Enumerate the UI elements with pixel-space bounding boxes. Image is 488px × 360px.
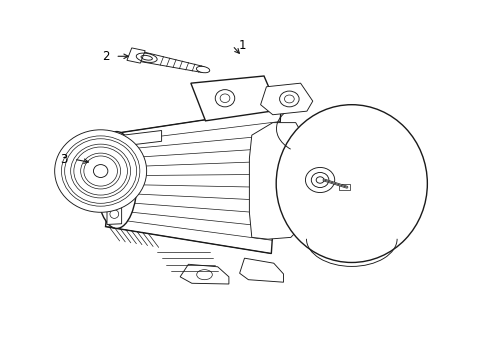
Ellipse shape (276, 105, 427, 262)
Polygon shape (260, 83, 312, 115)
Text: 1: 1 (238, 39, 245, 52)
Ellipse shape (92, 163, 109, 179)
Polygon shape (180, 264, 228, 284)
Ellipse shape (55, 130, 146, 212)
Polygon shape (105, 134, 119, 155)
Polygon shape (108, 131, 161, 148)
Polygon shape (190, 76, 278, 121)
Polygon shape (138, 51, 204, 72)
Ellipse shape (311, 172, 328, 188)
Ellipse shape (316, 177, 324, 183)
Ellipse shape (215, 90, 234, 107)
Polygon shape (107, 204, 122, 225)
Ellipse shape (96, 132, 137, 228)
Text: 3: 3 (61, 153, 68, 166)
Polygon shape (127, 48, 145, 63)
Ellipse shape (93, 165, 108, 177)
Polygon shape (105, 108, 281, 253)
Polygon shape (239, 258, 283, 282)
Ellipse shape (76, 149, 125, 193)
Ellipse shape (196, 66, 209, 73)
Bar (338, 184, 349, 190)
Ellipse shape (60, 134, 141, 208)
Text: 2: 2 (102, 50, 109, 63)
Ellipse shape (305, 167, 334, 193)
Ellipse shape (106, 154, 127, 206)
Ellipse shape (220, 94, 229, 103)
Ellipse shape (279, 91, 299, 107)
Ellipse shape (68, 141, 133, 201)
Polygon shape (249, 123, 312, 239)
Ellipse shape (84, 157, 117, 185)
Ellipse shape (284, 95, 294, 103)
